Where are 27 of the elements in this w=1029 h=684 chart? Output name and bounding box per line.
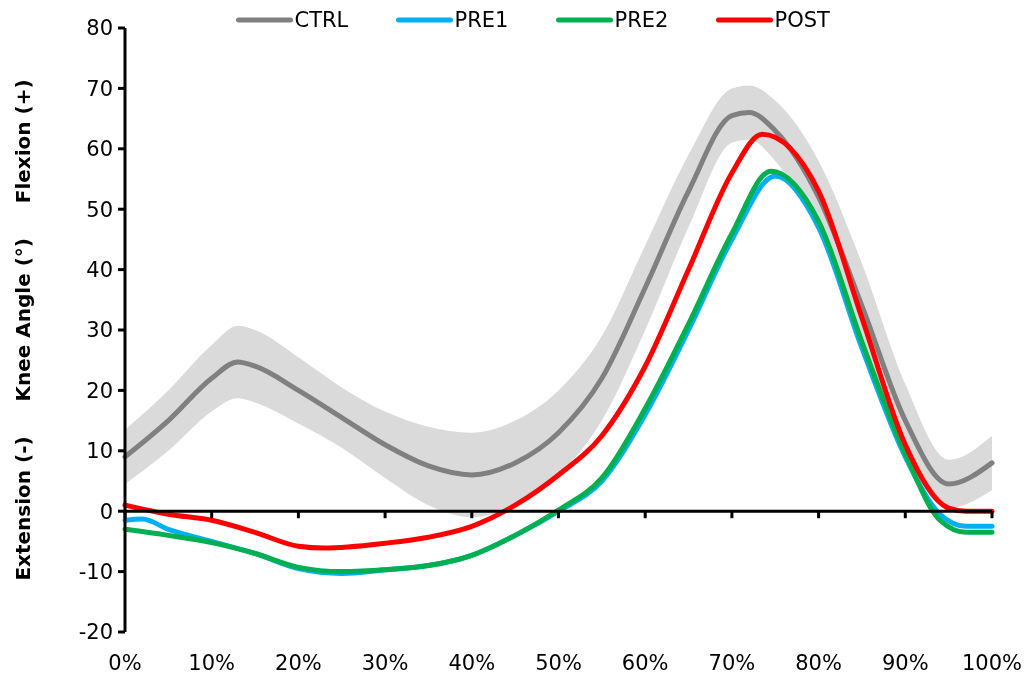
y-tick-label: -20 — [78, 620, 113, 645]
x-tick-label: 20% — [275, 651, 322, 675]
y-tick-label: 80 — [86, 16, 113, 41]
x-tick-label: 70% — [708, 651, 756, 675]
x-tick-label: 30% — [361, 651, 409, 675]
x-tick-label: 80% — [795, 651, 842, 675]
y-tick-label: 60 — [86, 137, 113, 162]
legend-label: POST — [774, 8, 831, 33]
x-tick-label: 100% — [961, 651, 1023, 675]
legend-label: CTRL — [294, 8, 349, 33]
x-tick-label: 0% — [108, 651, 142, 675]
y-tick-label: -10 — [78, 559, 113, 584]
y-axis-title: Extension (-) Knee Angle (°) Flexion (+) — [11, 79, 35, 581]
x-tick-label: 50% — [535, 651, 582, 675]
y-tick-label: 10 — [86, 439, 113, 464]
legend-label: PRE1 — [454, 8, 509, 33]
legend-label: PRE2 — [614, 8, 669, 33]
y-tick-label: 0 — [99, 499, 113, 524]
y-tick-label: 50 — [86, 197, 113, 222]
x-tick-label: 40% — [448, 651, 496, 675]
y-tick-label: 70 — [86, 76, 113, 101]
x-tick-label: 60% — [621, 651, 669, 675]
y-tick-label: 40 — [86, 257, 113, 282]
x-tick-label: 90% — [881, 651, 929, 675]
x-tick-label: 10% — [188, 651, 236, 675]
y-tick-label: 20 — [86, 378, 113, 403]
y-tick-label: 30 — [86, 318, 113, 343]
